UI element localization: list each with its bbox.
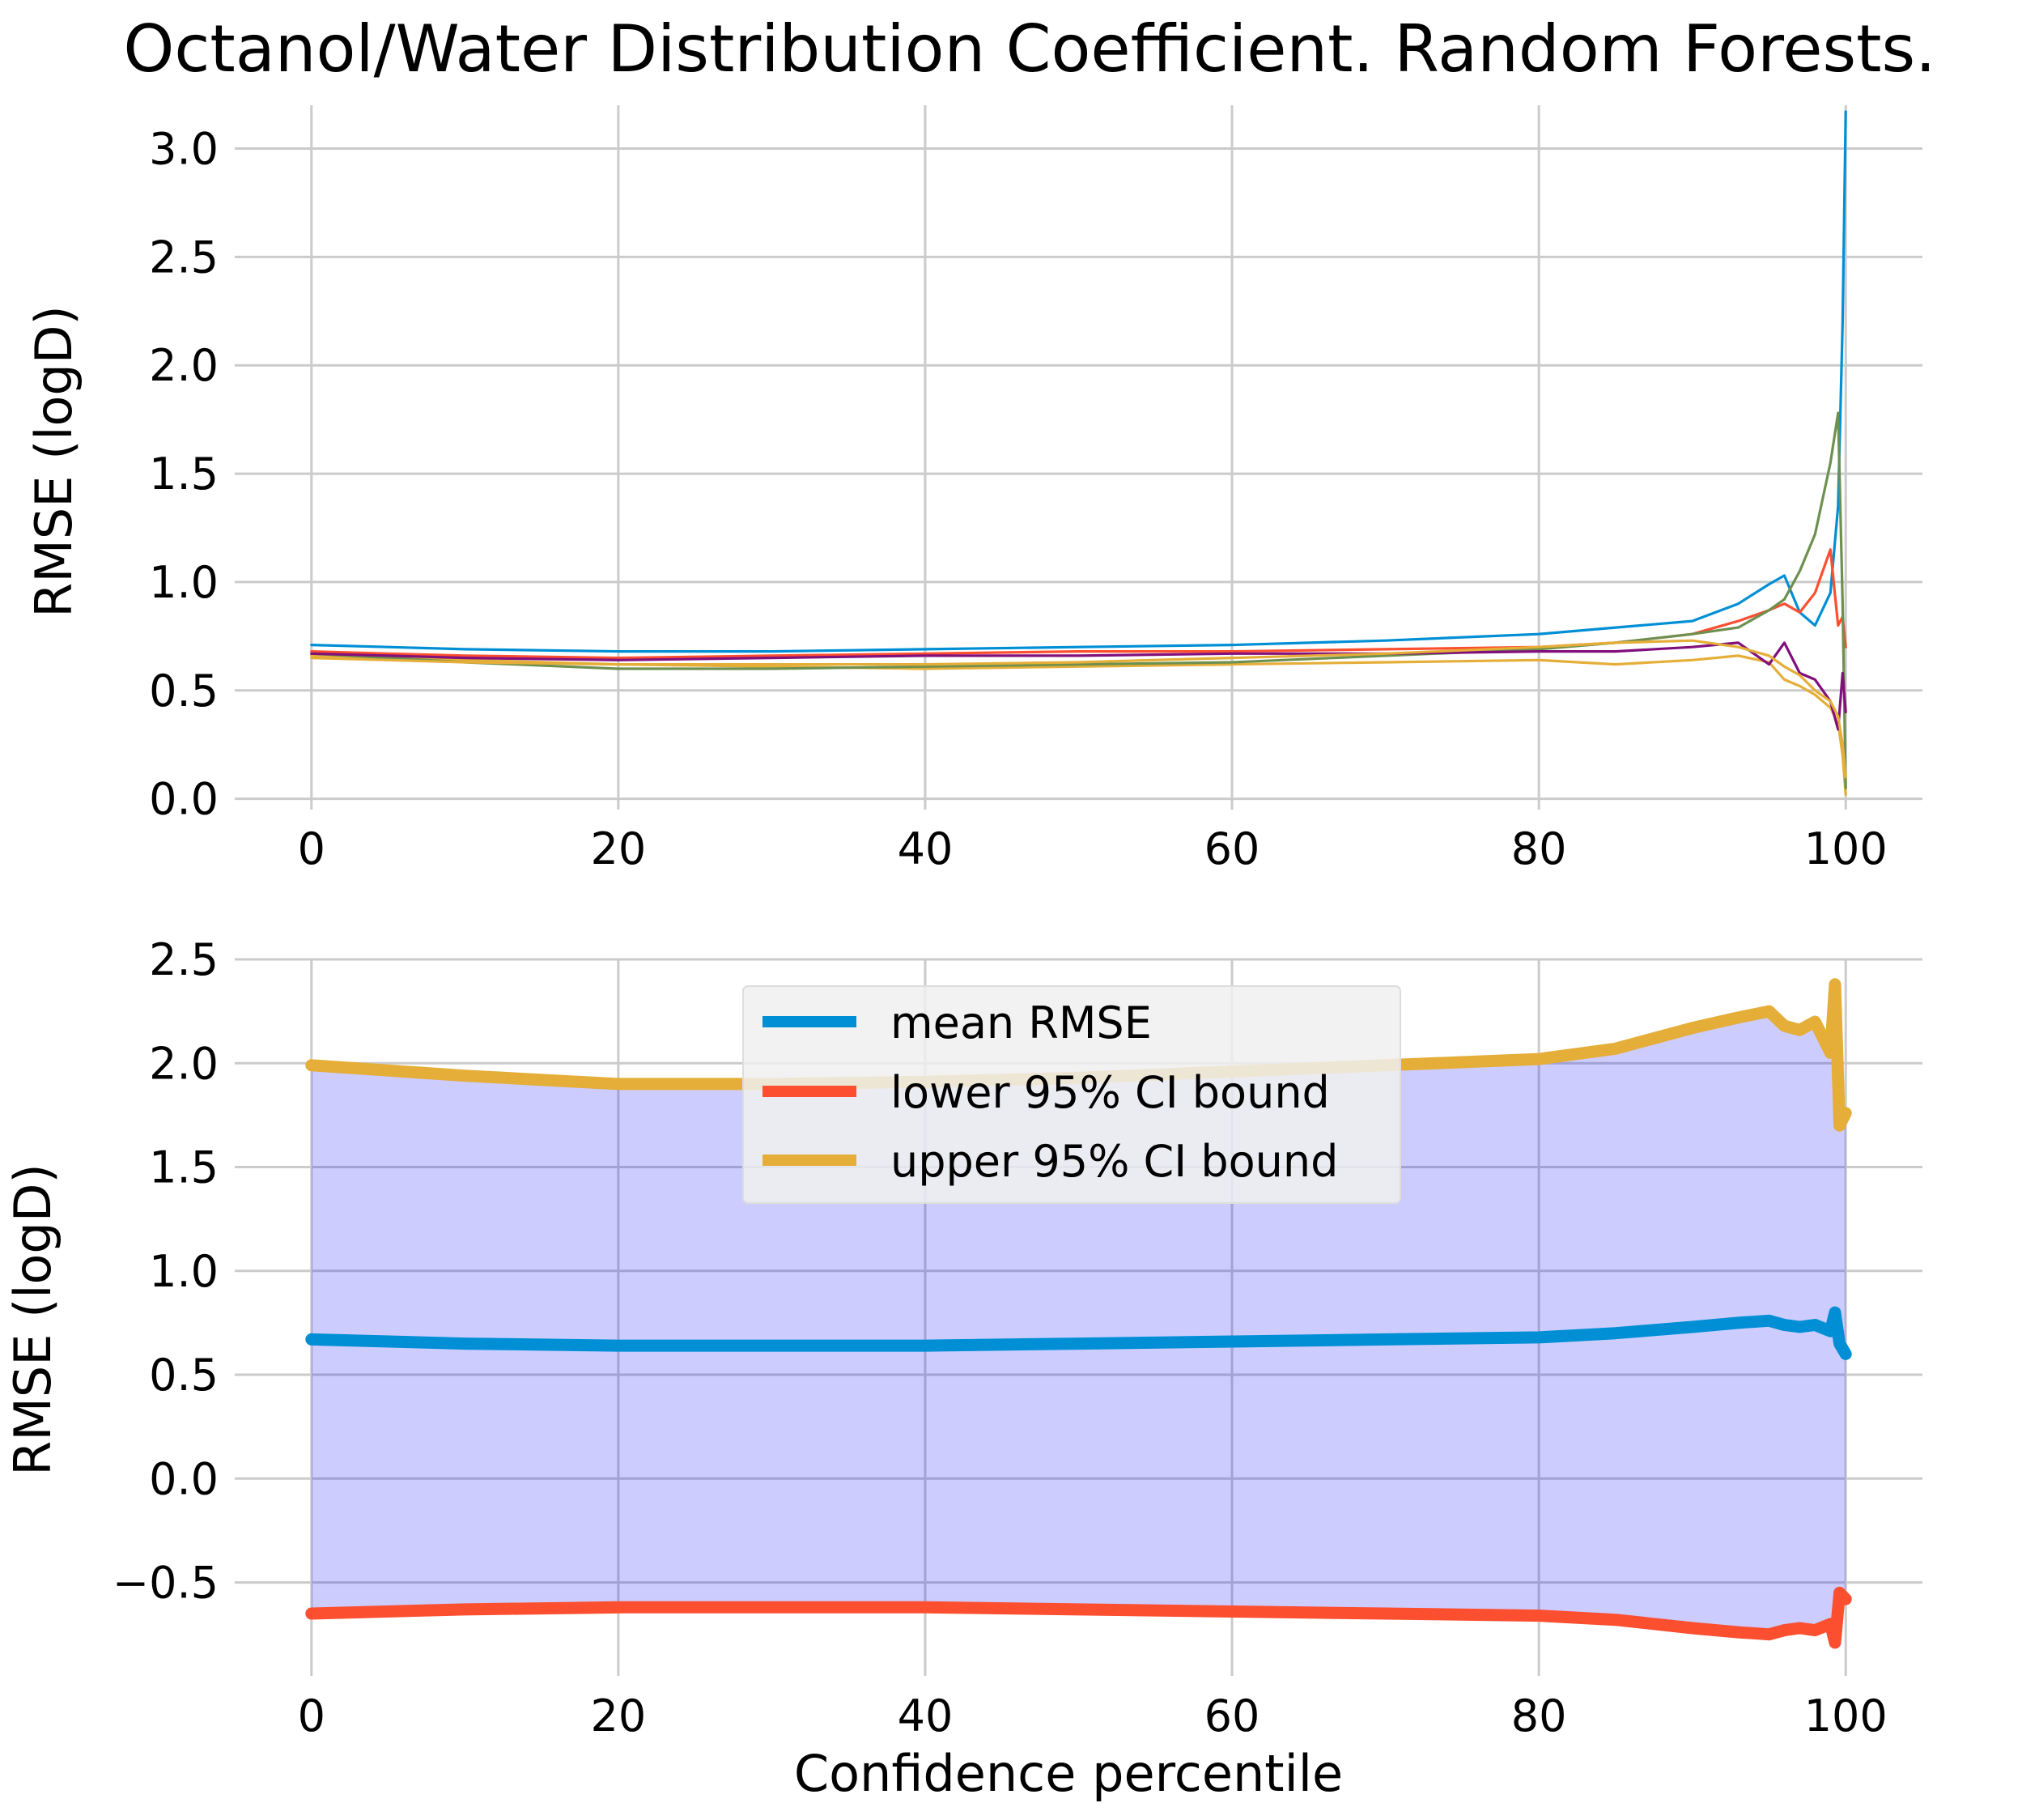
y-tick-label: 0.5 [149,665,219,717]
y-tick-label: 0.0 [149,774,219,825]
x-tick-label: 40 [898,823,954,874]
bottom-chart: 0 20 40 60 80 100 −0.5 0.0 0.5 1.0 1.5 2.0 2.5 RMSE… [3,934,1922,1803]
x-tick-label: 60 [1204,823,1260,874]
legend-box [742,985,1401,1204]
y-tick-label: 2.5 [149,232,219,283]
bottom-chart-y-ticks: −0.5 0.0 0.5 1.0 1.5 2.0 2.5 [113,934,219,1609]
figure-title: Octanol/Water Distribution Coefficient. … [123,11,1935,87]
top-chart: 0 20 40 60 80 100 0.0 0.5 1.0 1.5 2.0 2.5 3.0 RMSE … [24,105,1922,874]
ci-band [311,984,1846,1643]
y-tick-label: 2.0 [149,1038,219,1089]
series-line-4 [310,411,1847,789]
y-tick-label: 0.0 [149,1453,219,1504]
series-line-1 [310,110,1847,653]
legend: mean RMSE lower 95% CI bound upper 95% C… [742,985,1401,1204]
x-tick-label: 0 [298,1690,325,1741]
bottom-chart-x-ticks: 0 20 40 60 80 100 [298,1690,1888,1741]
x-tick-label: 100 [1804,1690,1888,1741]
x-tick-label: 100 [1804,823,1888,874]
series-line-1 [305,1306,1852,1360]
y-tick-label: 2.5 [149,934,219,985]
x-tick-label: 20 [591,1690,647,1741]
bottom-chart-x-axis-label: Confidence percentile [794,1744,1343,1803]
series-line-6 [310,639,1847,779]
top-chart-y-ticks: 0.0 0.5 1.0 1.5 2.0 2.5 3.0 [149,124,219,825]
top-chart-grid [235,105,1922,810]
x-tick-label: 20 [591,823,647,874]
top-chart-series [310,110,1847,796]
y-tick-label: 1.5 [149,1142,219,1193]
x-tick-label: 0 [298,823,325,874]
bottom-chart-band [311,984,1846,1643]
y-tick-label: 1.0 [149,1246,219,1297]
x-tick-label: 40 [898,1690,954,1741]
y-tick-label: 2.0 [149,340,219,391]
y-tick-label: −0.5 [113,1558,219,1609]
bottom-chart-y-axis-label: RMSE (logD) [3,1163,62,1475]
x-tick-label: 80 [1511,823,1567,874]
y-tick-label: 3.0 [149,124,219,175]
y-tick-label: 1.0 [149,557,219,608]
legend-label-upper: upper 95% CI bound [890,1136,1338,1187]
x-tick-label: 60 [1204,1690,1260,1741]
legend-label-mean: mean RMSE [890,997,1152,1048]
x-tick-label: 80 [1511,1690,1567,1741]
series-line-3 [310,654,1847,796]
series-line-5 [310,641,1847,731]
legend-label-lower: lower 95% CI bound [890,1067,1330,1118]
y-tick-label: 0.5 [149,1350,219,1401]
series-line-2 [305,1586,1852,1649]
top-chart-y-axis-label: RMSE (logD) [24,305,83,617]
top-chart-x-ticks: 0 20 40 60 80 100 [298,823,1888,874]
y-tick-label: 1.5 [149,449,219,500]
